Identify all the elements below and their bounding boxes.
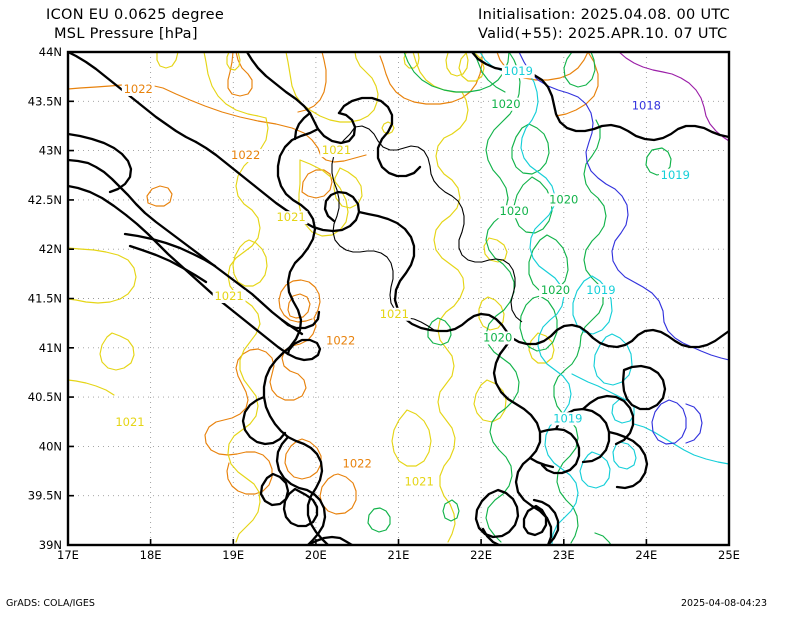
contour-labels: 1022 1022 1021 1021 1021 1022 1021 1021 1022 1021… <box>113 64 692 489</box>
x-tick-label: 20E <box>305 548 327 562</box>
x-tick-label: 18E <box>140 548 162 562</box>
contour-label-mask <box>274 211 308 225</box>
contour-value-label: 1021 <box>380 307 409 321</box>
y-tick-label: 40N <box>39 439 62 453</box>
contour-label-mask <box>629 99 663 113</box>
grads-credit: GrADS: COLA/IGES <box>6 598 95 609</box>
x-tick-label: 21E <box>388 548 410 562</box>
y-axis-tick-labels: 39N 39.5N 40N 40.5N 41N 41.5N 42N 42.5N 43N 43.5N… <box>28 45 62 552</box>
contour-label-mask <box>324 334 358 348</box>
contour-value-label: 1020 <box>541 283 570 297</box>
graticule <box>68 52 729 545</box>
contour-value-label: 1020 <box>500 204 529 218</box>
generation-stamp: 2025-04-08-04:23 <box>681 598 768 609</box>
contour-value-label: 1021 <box>276 210 305 224</box>
y-tick-label: 43.5N <box>28 94 62 108</box>
contour-label-mask <box>212 290 246 304</box>
contour-value-label: 1018 <box>632 99 661 113</box>
contour-value-label: 1019 <box>553 411 582 425</box>
y-tick-label: 39.5N <box>28 489 62 503</box>
contour-value-label: 1022 <box>343 457 372 471</box>
contour-value-label: 1021 <box>214 289 243 303</box>
x-tick-label: 23E <box>553 548 575 562</box>
x-tick-label: 22E <box>470 548 492 562</box>
y-tick-label: 42N <box>39 242 62 256</box>
contour-label-mask <box>113 416 147 430</box>
contour-value-label: 1020 <box>483 330 512 344</box>
contour-label-mask <box>497 205 531 219</box>
model-title: ICON EU 0.0625 degree <box>46 7 225 23</box>
contour-value-label: 1020 <box>491 97 520 111</box>
y-tick-label: 39N <box>39 538 62 552</box>
contour-label-mask <box>121 82 155 96</box>
x-axis-tick-labels: 17E 18E 19E 20E 21E 22E 23E 24E 25E <box>57 548 740 562</box>
contour-label-mask <box>481 331 515 345</box>
contour-label-mask <box>229 149 263 163</box>
x-tick-label: 17E <box>57 548 79 562</box>
contour-label-mask <box>340 457 374 471</box>
x-tick-label: 24E <box>635 548 657 562</box>
contour-value-label: 1022 <box>231 148 260 162</box>
contour-label-mask <box>551 412 585 426</box>
contour-label-mask <box>489 97 523 111</box>
y-tick-label: 41N <box>39 341 62 355</box>
contour-value-label: 1019 <box>661 168 690 182</box>
contour-label-mask <box>584 284 618 298</box>
contour-value-label: 1021 <box>405 474 434 488</box>
contour-value-label: 1022 <box>326 333 355 347</box>
contour-label-mask <box>501 65 535 79</box>
y-tick-label: 42.5N <box>28 193 62 207</box>
contour-label-mask <box>320 144 353 158</box>
y-tick-label: 44N <box>39 45 62 59</box>
y-tick-label: 41.5N <box>28 292 62 306</box>
contour-value-label: 1019 <box>504 64 533 78</box>
isobar-1017 <box>618 52 729 142</box>
contour-value-label: 1020 <box>549 192 578 206</box>
contour-label-mask <box>402 475 436 489</box>
contour-value-label: 1021 <box>322 143 351 157</box>
contour-value-label: 1022 <box>124 82 153 96</box>
field-title: MSL Pressure [hPa] <box>54 26 198 42</box>
isobar-1022 <box>68 52 599 515</box>
valid-time: Valid(+55): 2025.APR.10. 07 UTC <box>478 26 728 42</box>
initialisation-time: Initialisation: 2025.04.08. 00 UTC <box>478 7 731 23</box>
contour-value-label: 1019 <box>586 283 615 297</box>
x-tick-label: 25E <box>718 548 740 562</box>
contour-label-mask <box>547 193 581 207</box>
isobar-1021 <box>68 52 555 543</box>
y-tick-label: 40.5N <box>28 390 62 404</box>
y-tick-label: 43N <box>39 144 62 158</box>
contour-label-mask <box>658 168 692 182</box>
contour-value-label: 1021 <box>115 415 144 429</box>
contour-label-mask <box>539 284 572 298</box>
plot-frame <box>66 50 731 547</box>
contour-label-mask <box>377 307 411 321</box>
x-tick-label: 19E <box>222 548 244 562</box>
